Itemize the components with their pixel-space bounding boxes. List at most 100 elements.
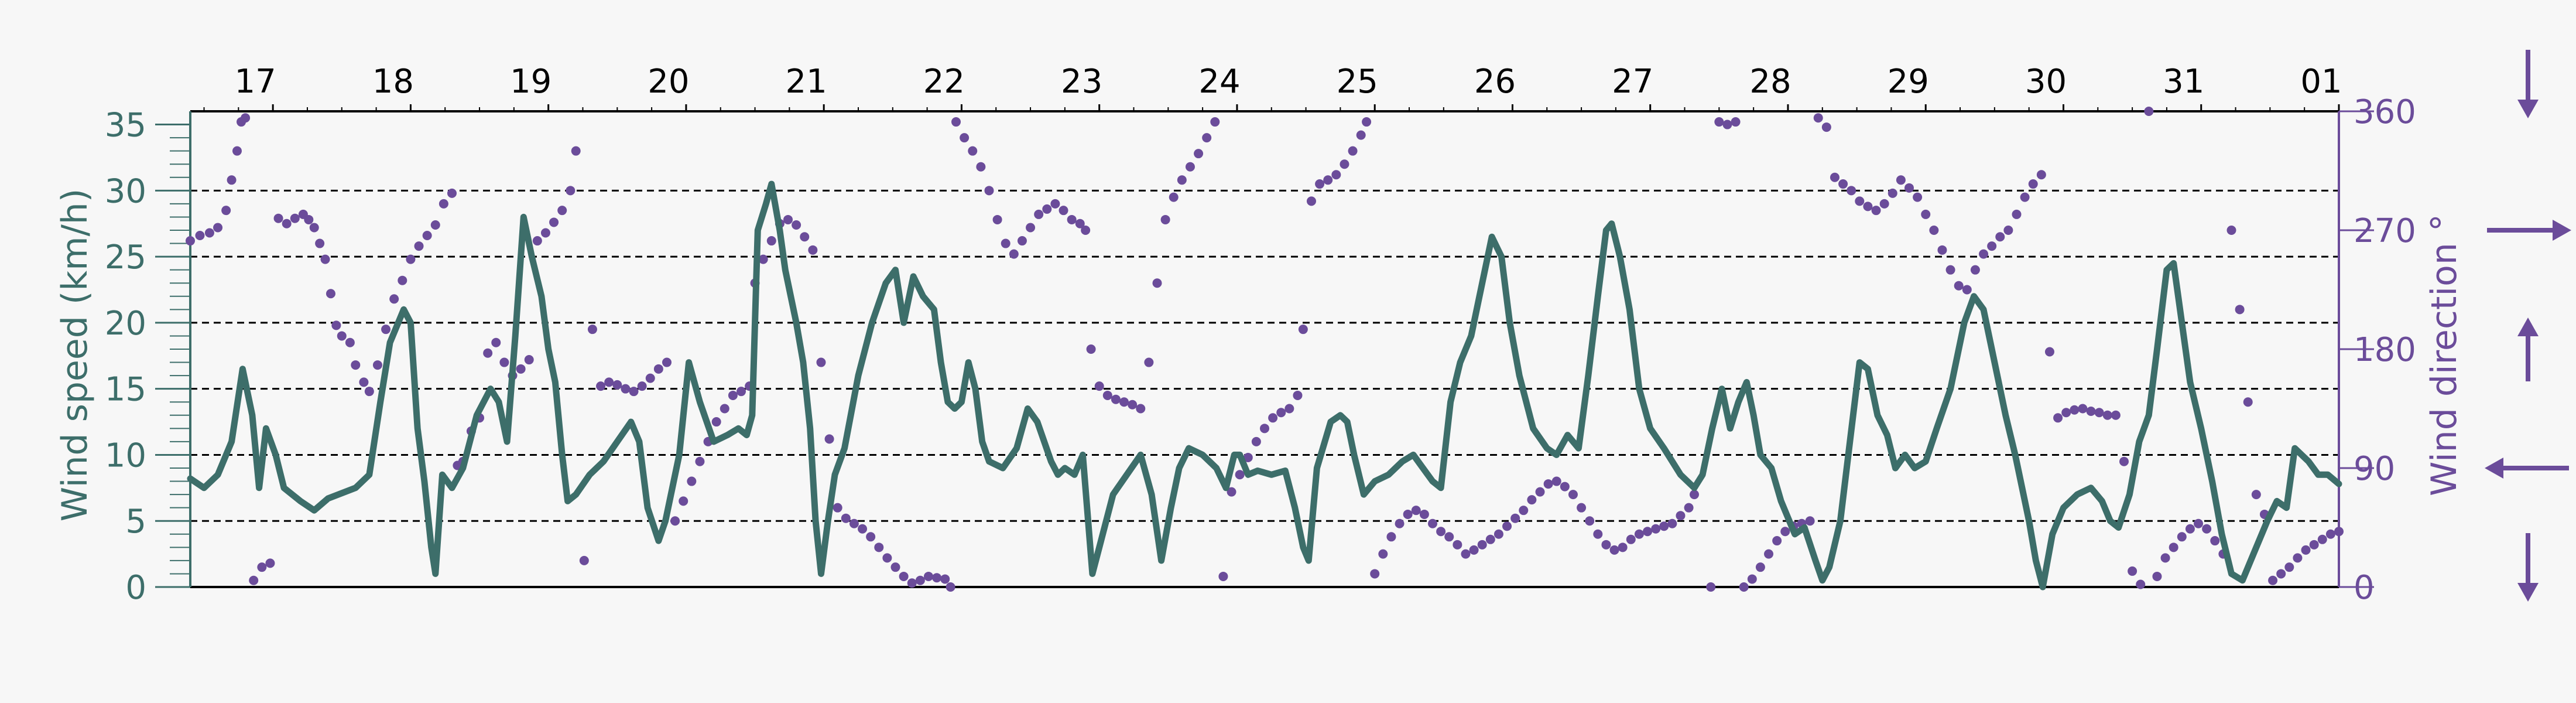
direction-point-254 <box>2226 226 2236 235</box>
direction-point-43 <box>499 357 509 367</box>
direction-point-255 <box>2235 305 2245 315</box>
direction-point-46 <box>524 355 534 365</box>
y-right-tick-label-270: 270 <box>2354 212 2416 250</box>
direction-point-184 <box>1643 527 1653 537</box>
direction-point-175 <box>1568 490 1578 500</box>
direction-point-134 <box>1235 470 1245 480</box>
direction-point-103 <box>984 186 994 196</box>
direction-point-188 <box>1676 511 1686 521</box>
direction-point-259 <box>2268 575 2278 585</box>
direction-point-223 <box>1970 265 1980 275</box>
direction-point-147 <box>1340 159 1349 169</box>
speed-line <box>187 180 2342 591</box>
direction-point-185 <box>1651 524 1661 534</box>
speed-series <box>187 180 2342 591</box>
direction-point-2 <box>204 228 214 238</box>
direction-point-42 <box>491 337 501 347</box>
direction-point-208 <box>1847 186 1856 196</box>
direction-point-82 <box>816 357 826 367</box>
direction-point-54 <box>587 325 597 335</box>
direction-point-129 <box>1194 149 1204 159</box>
direction-point-249 <box>2185 524 2195 534</box>
direction-point-29 <box>389 294 399 304</box>
direction-point-227 <box>2003 226 2013 235</box>
direction-point-153 <box>1386 532 1396 542</box>
direction-point-35 <box>439 199 448 209</box>
direction-point-130 <box>1202 133 1212 143</box>
direction-point-5 <box>227 175 237 185</box>
direction-point-211 <box>1871 206 1881 216</box>
direction-point-183 <box>1634 529 1644 539</box>
x-tick-label-24: 24 <box>1198 63 1240 101</box>
direction-point-48 <box>540 228 550 238</box>
direction-point-57 <box>612 380 622 390</box>
direction-point-245 <box>2152 571 2162 581</box>
direction-point-12 <box>273 213 283 223</box>
direction-point-257 <box>2251 490 2261 500</box>
direction-point-157 <box>1419 509 1429 519</box>
direction-point-233 <box>2053 413 2063 423</box>
direction-point-75 <box>758 254 768 264</box>
chart-background <box>12 13 2564 692</box>
direction-point-120 <box>1119 397 1129 407</box>
direction-point-186 <box>1659 521 1669 531</box>
x-tick-label-18: 18 <box>372 63 414 101</box>
west-arrow-icon-head <box>2553 220 2571 241</box>
south-arrow-icon-bottom <box>2517 533 2539 602</box>
direction-point-17 <box>309 223 319 233</box>
x-tick-label-21: 21 <box>786 63 827 101</box>
direction-point-234 <box>2061 408 2071 418</box>
direction-point-100 <box>960 133 970 143</box>
direction-point-3 <box>213 223 223 233</box>
direction-point-173 <box>1551 476 1561 486</box>
y-left-tick-label-30: 30 <box>105 172 146 210</box>
direction-point-247 <box>2169 542 2178 552</box>
direction-point-170 <box>1527 495 1537 505</box>
direction-point-66 <box>687 476 697 486</box>
direction-point-168 <box>1510 513 1520 523</box>
direction-point-94 <box>915 575 925 585</box>
direction-point-70 <box>720 404 729 414</box>
direction-point-214 <box>1896 175 1906 185</box>
y-right-tick-label-90: 90 <box>2354 450 2395 488</box>
direction-point-222 <box>1962 285 1972 295</box>
direction-point-115 <box>1081 226 1091 235</box>
direction-point-28 <box>381 325 391 335</box>
direction-point-194 <box>1731 117 1741 127</box>
direction-point-50 <box>557 206 567 216</box>
direction-point-124 <box>1152 278 1162 288</box>
direction-point-236 <box>2078 404 2088 414</box>
direction-point-165 <box>1485 534 1495 544</box>
direction-point-137 <box>1260 424 1269 434</box>
direction-point-179 <box>1601 540 1611 550</box>
direction-point-32 <box>414 241 424 251</box>
south-arrow-icon-bottom-head <box>2517 583 2539 602</box>
direction-point-99 <box>951 117 961 127</box>
direction-point-31 <box>406 254 416 264</box>
direction-point-18 <box>315 238 325 248</box>
direction-point-128 <box>1185 162 1195 172</box>
direction-point-148 <box>1348 146 1358 156</box>
direction-point-108 <box>1026 223 1036 233</box>
direction-point-127 <box>1177 175 1187 185</box>
x-tick-label-27: 27 <box>1612 63 1653 101</box>
direction-point-248 <box>2177 532 2187 542</box>
direction-point-219 <box>1937 245 1947 255</box>
direction-point-241 <box>2119 456 2129 466</box>
direction-point-14 <box>290 213 300 223</box>
x-tick-label-01: 01 <box>2300 63 2342 101</box>
direction-point-195 <box>1739 582 1749 592</box>
x-tick-label-30: 30 <box>2025 63 2067 101</box>
direction-point-72 <box>737 387 746 397</box>
direction-point-199 <box>1772 536 1782 546</box>
direction-point-25 <box>359 377 369 387</box>
north-arrow-icon-head <box>2517 318 2539 336</box>
direction-point-98 <box>946 582 955 592</box>
direction-point-126 <box>1169 192 1179 202</box>
direction-point-150 <box>1362 117 1372 127</box>
direction-point-177 <box>1585 516 1595 526</box>
direction-point-160 <box>1444 532 1454 542</box>
direction-point-58 <box>621 384 631 394</box>
direction-point-83 <box>824 434 834 444</box>
